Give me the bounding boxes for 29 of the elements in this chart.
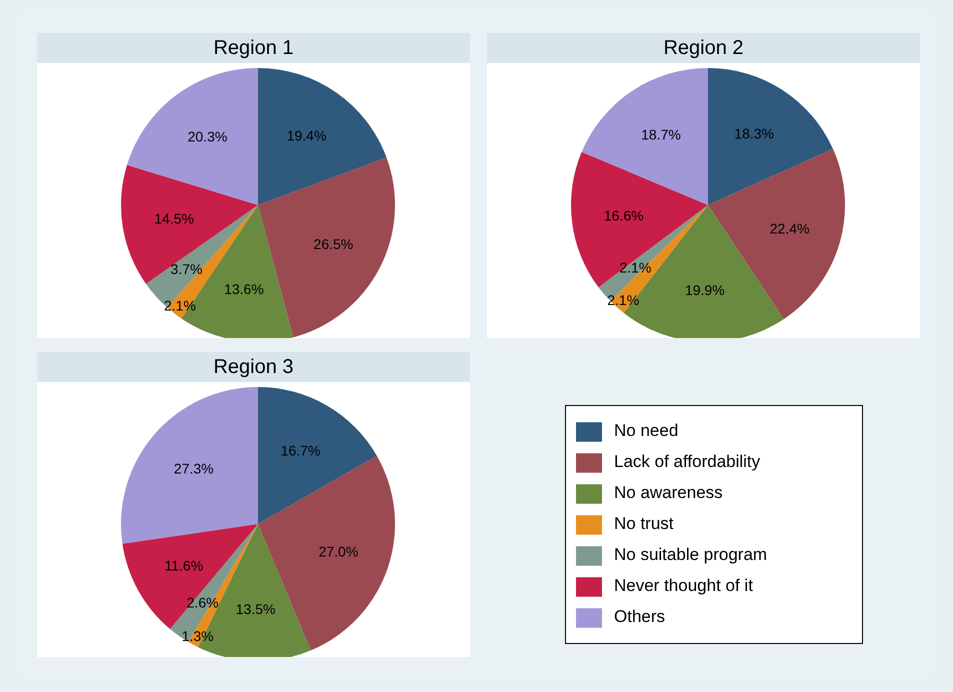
data-label: 19.4% [286, 127, 326, 144]
data-label: 18.7% [641, 126, 681, 142]
data-label: 14.5% [154, 210, 194, 226]
data-label: 16.7% [280, 442, 320, 458]
data-label: 3.7% [170, 260, 202, 277]
data-label: 26.5% [314, 236, 354, 252]
legend-label: No suitable program [614, 545, 768, 564]
legend-label: Never thought of it [614, 576, 753, 595]
legend-label: No need [614, 421, 678, 440]
data-label: 18.3% [734, 126, 774, 142]
data-label: 1.3% [182, 628, 214, 644]
chart-title: Region 2 [487, 33, 920, 63]
data-label: 13.5% [236, 600, 276, 617]
data-label: 19.9% [684, 282, 725, 298]
chart-title: Region 3 [37, 352, 470, 382]
data-label: 16.6% [604, 208, 644, 224]
data-label: 11.6% [164, 557, 204, 574]
legend-label: No trust [614, 514, 674, 533]
data-label: 22.4% [770, 220, 810, 237]
legend-label: No awareness [614, 483, 723, 502]
chart-title: Region 1 [37, 33, 470, 63]
data-label: 2.1% [607, 292, 640, 308]
data-label: 20.3% [188, 128, 228, 145]
data-label: 27.0% [318, 543, 358, 560]
data-label: 13.6% [224, 280, 264, 297]
legend-label: Lack of affordability [614, 452, 760, 471]
legend-label: Others [614, 607, 666, 626]
data-label: 27.3% [174, 460, 214, 476]
data-label: 2.1% [164, 298, 196, 314]
